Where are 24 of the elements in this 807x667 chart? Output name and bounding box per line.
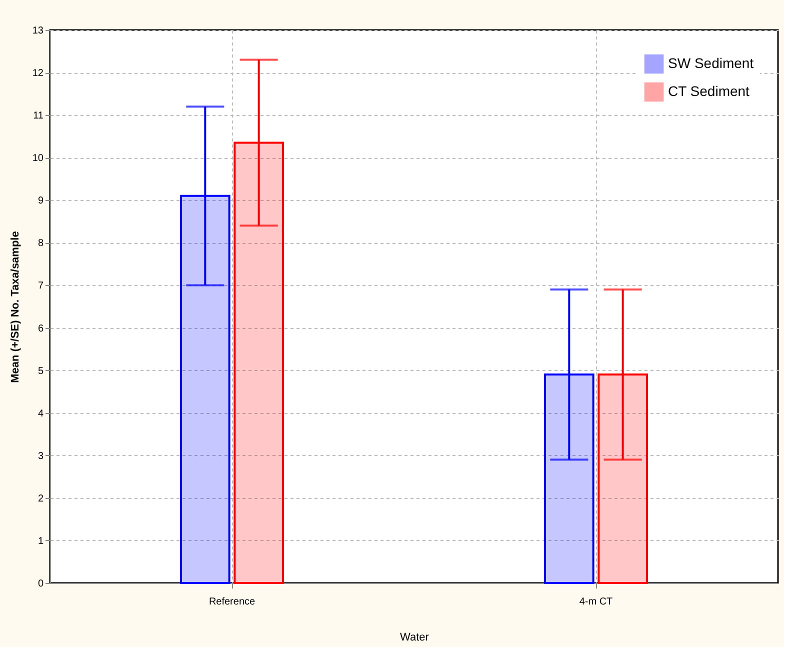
y-tick-label: 8 — [38, 238, 44, 250]
y-tick-label: 1 — [38, 536, 44, 547]
y-tick-label: 13 — [32, 26, 44, 36]
y-axis-title: Mean (+/SE) No. Taxa/sample — [9, 231, 22, 383]
y-tick-label: 2 — [38, 493, 44, 504]
y-tick-label: 11 — [33, 110, 44, 122]
y-tick-label: 5 — [38, 366, 44, 377]
bar — [180, 194, 230, 584]
bar — [544, 374, 594, 584]
y-tick-label: 7 — [38, 280, 44, 292]
y-tick-label: 12 — [32, 68, 44, 80]
x-axis-title: Water — [400, 632, 430, 644]
y-tick-label: 3 — [38, 450, 44, 462]
y-tick-label: 4 — [38, 408, 44, 420]
y-tick-label: 0 — [38, 578, 44, 590]
x-tick-label: 4-m CT — [579, 596, 613, 608]
y-tick-label: 6 — [38, 323, 44, 334]
y-tick-label: 10 — [32, 153, 44, 164]
y-tick-label: 9 — [38, 196, 44, 207]
bar — [598, 374, 648, 584]
legend-label: CT Sediment — [668, 83, 750, 99]
x-tick-label: Reference — [208, 596, 256, 608]
legend-label: SW Sediment — [668, 55, 754, 71]
bar — [234, 142, 284, 584]
